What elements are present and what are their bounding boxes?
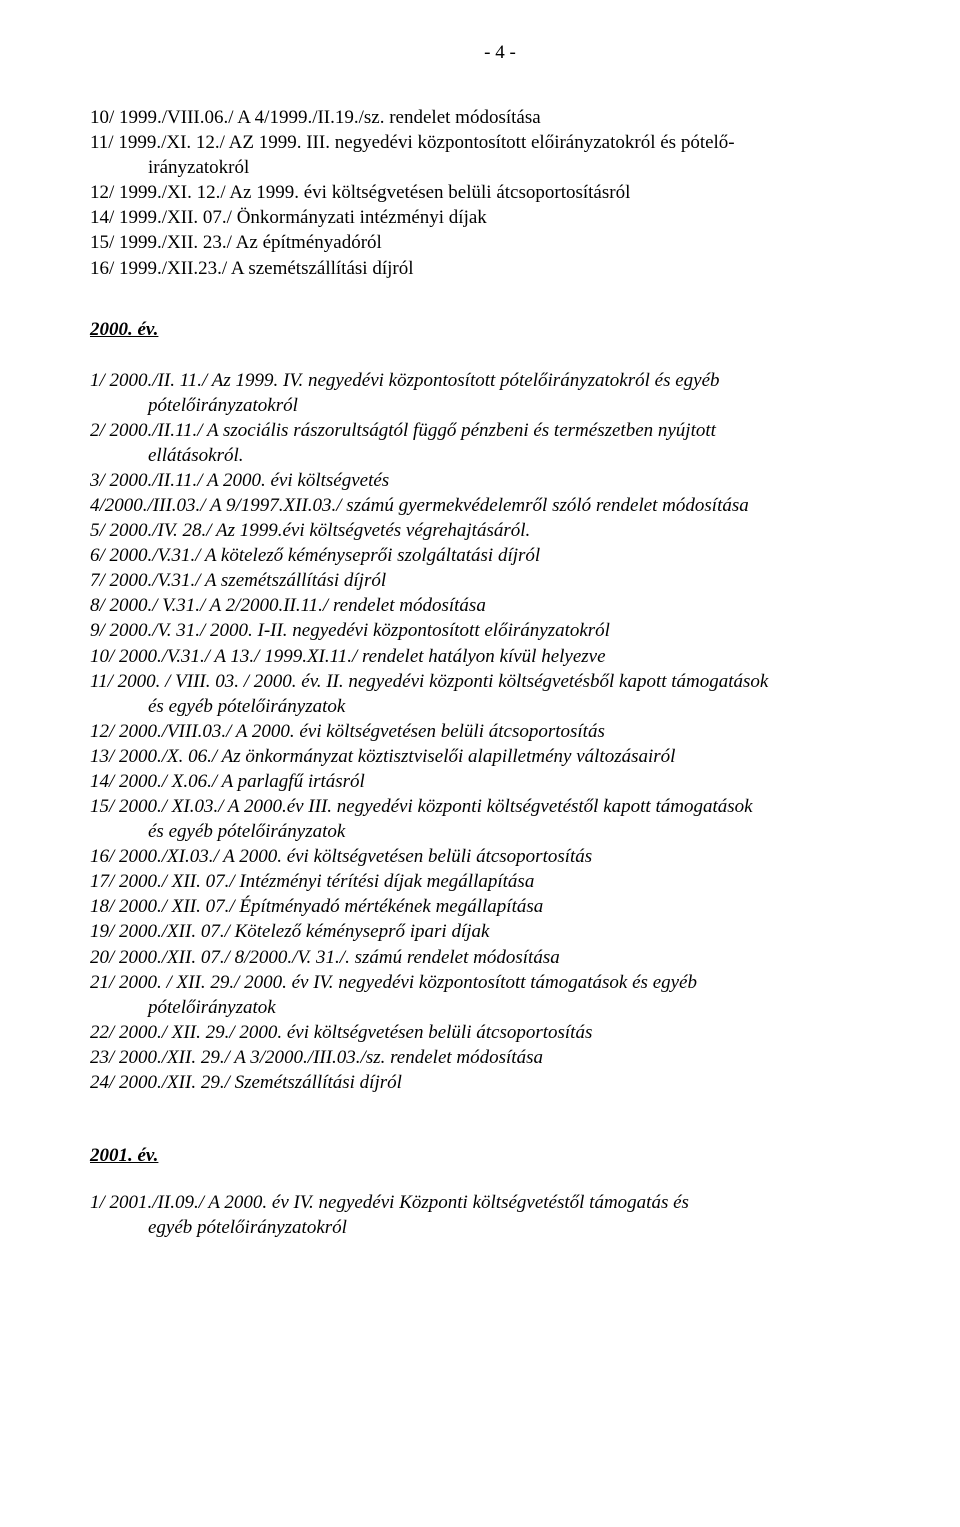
document-line: 22/ 2000./ XII. 29./ 2000. évi költségve… xyxy=(90,1020,910,1045)
document-line-continuation: pótelőirányzatokról xyxy=(90,393,910,418)
document-page: - 4 - 10/ 1999./VIII.06./ A 4/1999./II.1… xyxy=(0,0,960,1527)
document-line: 3/ 2000./II.11./ A 2000. évi költségveté… xyxy=(90,468,910,493)
document-line: 5/ 2000./IV. 28./ Az 1999.évi költségvet… xyxy=(90,518,910,543)
document-line: 6/ 2000./V.31./ A kötelező kéményseprői … xyxy=(90,543,910,568)
document-line-continuation: és egyéb pótelőirányzatok xyxy=(90,694,910,719)
document-line: 14/ 1999./XII. 07./ Önkormányzati intézm… xyxy=(90,205,910,230)
document-line: 16/ 1999./XII.23./ A szemétszállítási dí… xyxy=(90,256,910,281)
document-line: 4/2000./III.03./ A 9/1997.XII.03./ számú… xyxy=(90,493,910,518)
document-line: 23/ 2000./XII. 29./ A 3/2000./III.03./sz… xyxy=(90,1045,910,1070)
document-line: 10/ 1999./VIII.06./ A 4/1999./II.19./sz.… xyxy=(90,105,910,130)
document-line: 12/ 2000./VIII.03./ A 2000. évi költségv… xyxy=(90,719,910,744)
document-line-continuation: ellátásokról. xyxy=(90,443,910,468)
document-line: 2/ 2000./II.11./ A szociális rászorultsá… xyxy=(90,418,910,443)
document-line: 24/ 2000./XII. 29./ Szemétszállítási díj… xyxy=(90,1070,910,1095)
document-line: 11/ 1999./XI. 12./ AZ 1999. III. negyedé… xyxy=(90,130,910,155)
document-line: 7/ 2000./V.31./ A szemétszállítási díjró… xyxy=(90,568,910,593)
document-line-continuation: irányzatokról xyxy=(90,155,910,180)
document-line: 19/ 2000./XII. 07./ Kötelező kéményseprő… xyxy=(90,919,910,944)
document-line: 11/ 2000. / VIII. 03. / 2000. év. II. ne… xyxy=(90,669,910,694)
document-line-continuation: egyéb pótelőirányzatokról xyxy=(90,1215,910,1240)
block-2001: 1/ 2001./II.09./ A 2000. év IV. negyedév… xyxy=(90,1190,910,1240)
document-line: 15/ 1999./XII. 23./ Az építményadóról xyxy=(90,230,910,255)
document-line: 1/ 2000./II. 11./ Az 1999. IV. negyedévi… xyxy=(90,368,910,393)
document-line: 15/ 2000./ XI.03./ A 2000.év III. negyed… xyxy=(90,794,910,819)
document-line: 20/ 2000./XII. 07./ 8/2000./V. 31./. szá… xyxy=(90,945,910,970)
document-line: 17/ 2000./ XII. 07./ Intézményi térítési… xyxy=(90,869,910,894)
document-line-continuation: pótelőirányzatok xyxy=(90,995,910,1020)
heading-2001: 2001. év. xyxy=(90,1143,910,1168)
heading-2000: 2000. év. xyxy=(90,317,910,342)
document-line: 16/ 2000./XI.03./ A 2000. évi költségvet… xyxy=(90,844,910,869)
document-line: 14/ 2000./ X.06./ A parlagfű irtásról xyxy=(90,769,910,794)
block-1999: 10/ 1999./VIII.06./ A 4/1999./II.19./sz.… xyxy=(90,105,910,281)
block-2000: 1/ 2000./II. 11./ Az 1999. IV. negyedévi… xyxy=(90,368,910,1095)
document-line: 12/ 1999./XI. 12./ Az 1999. évi költségv… xyxy=(90,180,910,205)
page-number: - 4 - xyxy=(90,40,910,65)
document-line: 10/ 2000./V.31./ A 13./ 1999.XI.11./ ren… xyxy=(90,644,910,669)
document-line-continuation: és egyéb pótelőirányzatok xyxy=(90,819,910,844)
document-line: 13/ 2000./X. 06./ Az önkormányzat köztis… xyxy=(90,744,910,769)
document-line: 8/ 2000./ V.31./ A 2/2000.II.11./ rendel… xyxy=(90,593,910,618)
document-line: 9/ 2000./V. 31./ 2000. I-II. negyedévi k… xyxy=(90,618,910,643)
document-line: 21/ 2000. / XII. 29./ 2000. év IV. negye… xyxy=(90,970,910,995)
document-line: 18/ 2000./ XII. 07./ Építményadó mértéké… xyxy=(90,894,910,919)
document-line: 1/ 2001./II.09./ A 2000. év IV. negyedév… xyxy=(90,1190,910,1215)
